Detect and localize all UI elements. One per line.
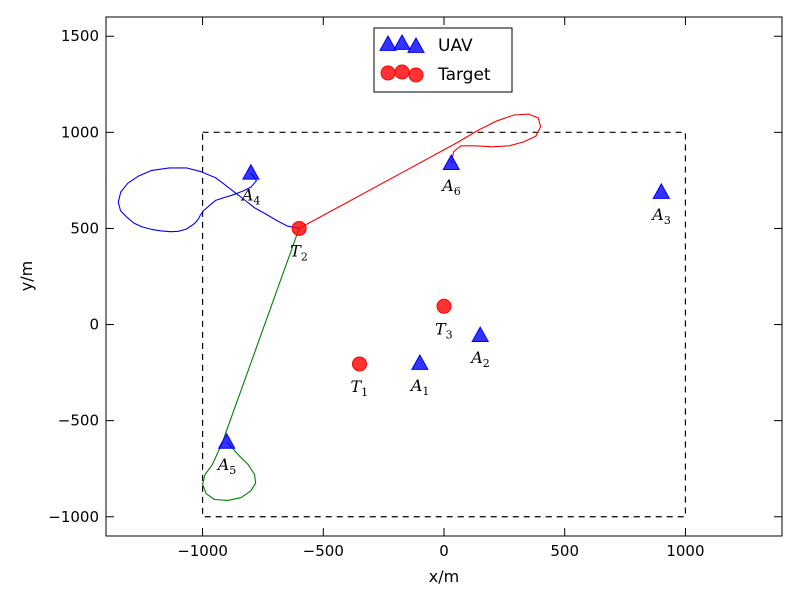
target-marker-3: [436, 298, 452, 314]
uav-marker-4: [242, 163, 260, 180]
y-tick-label: 1500: [61, 27, 99, 45]
uav-label-1: A1: [409, 376, 430, 398]
legend-uav-triangle: [379, 34, 397, 51]
legend-uav-triangle: [407, 36, 425, 53]
x-tick-label: 1000: [666, 542, 704, 560]
legend-uav-markers: [379, 33, 425, 53]
trajectory-path-2: [298, 113, 542, 229]
x-axis: −1000 −500 0 500 1000: [177, 17, 705, 560]
uav-marker-6: [442, 154, 461, 170]
x-axis-label: x/m: [429, 567, 459, 586]
y-axis: −1000 −500 0 500 1000 1500: [48, 27, 782, 526]
target-marker-2: [291, 220, 307, 236]
x-tick-label: −1000: [177, 542, 228, 560]
x-tick-label: 500: [550, 542, 579, 560]
legend-uav-triangle: [393, 33, 411, 50]
y-tick-label: −1000: [48, 508, 99, 526]
uav-label-2: A2: [469, 348, 490, 370]
legend-target-circle: [394, 64, 410, 80]
legend-box: [373, 27, 513, 93]
target-marker-1: [352, 356, 367, 372]
uav-marker-2: [471, 326, 490, 343]
target-label-1: T1: [351, 377, 369, 399]
uav-label-6: A6: [440, 176, 461, 198]
legend-uav-label: UAV: [438, 36, 473, 56]
x-tick-label: 0: [439, 542, 449, 560]
trajectory-path-1: [117, 167, 300, 233]
path-layer: [117, 113, 542, 501]
x-tick-label: −500: [303, 542, 344, 560]
trajectory-path-3: [202, 228, 300, 501]
y-tick-label: 0: [89, 316, 99, 334]
uav-label-5: A5: [216, 455, 237, 477]
legend-target-markers: [380, 64, 424, 83]
y-tick-label: 500: [70, 219, 99, 237]
legend-target-circle: [380, 65, 396, 81]
y-tick-label: −500: [58, 412, 99, 430]
y-tick-label: 1000: [61, 123, 99, 141]
uav-marker-1: [411, 353, 429, 370]
legend-target-label: Target: [437, 65, 491, 85]
region-boundary: [201, 131, 687, 518]
region-layer: [201, 131, 687, 518]
uav-label-4: A4: [240, 186, 261, 208]
plot-frame: [105, 16, 783, 537]
y-axis-label: y/m: [17, 261, 36, 291]
legend-target-circle: [408, 67, 424, 83]
legend: UAV Target: [373, 27, 513, 93]
uav-marker-5: [217, 432, 236, 449]
target-label-2: T2: [290, 241, 308, 263]
marker-layer: [217, 154, 671, 449]
uav-marker-3: [652, 182, 671, 199]
uav-label-3: A3: [650, 205, 671, 227]
target-label-3: T3: [435, 319, 453, 341]
annotation-layer: A1 A2 A3 A4 A5 A6 T1 T2 T3: [216, 176, 671, 477]
